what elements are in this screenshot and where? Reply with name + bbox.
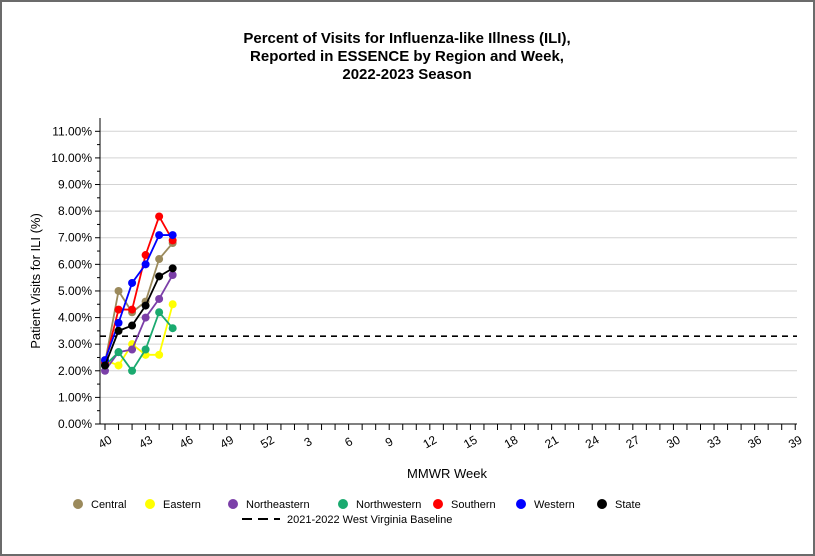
y-tick-label: 5.00% (58, 284, 92, 298)
y-tick-label: 4.00% (58, 311, 92, 325)
y-tick-label: 0.00% (58, 417, 92, 431)
x-tick-label: 30 (664, 432, 683, 451)
data-point[interactable] (128, 345, 137, 354)
legend-marker (516, 499, 526, 509)
data-point[interactable] (168, 300, 177, 309)
x-tick-label: 12 (421, 432, 440, 451)
data-point[interactable] (114, 326, 123, 335)
legend: Central Eastern Northeastern Northwestern So… (73, 499, 641, 526)
data-point[interactable] (114, 286, 123, 295)
y-tick-label: 11.00% (52, 124, 92, 138)
data-point[interactable] (128, 366, 137, 375)
legend-item-southern[interactable]: Southern (433, 499, 496, 511)
data-point[interactable] (128, 305, 137, 314)
y-tick-label: 3.00% (58, 337, 92, 351)
data-point[interactable] (168, 270, 177, 279)
chart-title-line-2: Reported in ESSENCE by Region and Week, (250, 48, 564, 65)
y-tick-label: 7.00% (58, 231, 92, 245)
data-point[interactable] (101, 361, 109, 370)
x-tick-label: 6 (342, 434, 355, 450)
y-tick-label: 9.00% (58, 178, 92, 192)
legend-item-northeastern[interactable]: Northeastern (228, 499, 310, 511)
data-point[interactable] (155, 212, 164, 221)
x-tick-label: 39 (786, 432, 805, 451)
data-point[interactable] (128, 278, 137, 287)
chart-title-line-1: Percent of Visits for Influenza-like Ill… (243, 30, 570, 47)
data-point[interactable] (141, 313, 150, 322)
data-point[interactable] (155, 272, 164, 281)
data-point[interactable] (155, 231, 164, 240)
data-point[interactable] (114, 361, 123, 370)
y-tick-label: 8.00% (58, 204, 92, 218)
data-point[interactable] (114, 348, 123, 357)
legend-marker (73, 499, 83, 509)
data-point[interactable] (155, 350, 164, 359)
data-point[interactable] (141, 301, 150, 310)
x-tick-label: 33 (705, 432, 724, 451)
legend-label: 2021-2022 West Virginia Baseline (287, 514, 452, 526)
data-point[interactable] (155, 255, 164, 264)
legend-marker (145, 499, 155, 509)
legend-label: Northwestern (356, 499, 421, 511)
legend-label: Western (534, 499, 575, 511)
grid-lines (100, 130, 797, 398)
legend-item-baseline[interactable]: 2021-2022 West Virginia Baseline (242, 514, 452, 526)
data-point[interactable] (114, 318, 123, 327)
x-tick-label: 27 (624, 432, 643, 451)
data-point[interactable] (155, 308, 164, 317)
x-tick-label: 15 (461, 432, 480, 451)
legend-item-western[interactable]: Western (516, 499, 575, 511)
y-axis-label: Patient Visits for ILI (%) (28, 213, 43, 349)
x-tick-label: 9 (383, 434, 396, 450)
legend-marker (433, 499, 443, 509)
x-tick-label: 3 (302, 434, 315, 450)
legend-item-northwestern[interactable]: Northwestern (338, 499, 421, 511)
y-tick-label: 10.00% (51, 151, 92, 165)
legend-label: Southern (451, 499, 496, 511)
y-axis: 0.00% 1.00% 2.00% 3.00% 4.00% 5.00% 6.00% 7.00%… (51, 118, 101, 431)
x-tick-label: 52 (258, 432, 277, 451)
legend-label: State (615, 499, 641, 511)
data-point[interactable] (141, 345, 150, 354)
chart-title: Percent of Visits for Influenza-like Ill… (243, 30, 570, 83)
data-point[interactable] (168, 264, 177, 273)
data-point[interactable] (155, 294, 164, 303)
series-line (104, 214, 174, 364)
data-point[interactable] (168, 324, 177, 333)
y-tick-label: 6.00% (58, 257, 92, 271)
legend-item-state[interactable]: State (597, 499, 641, 511)
y-tick-label: 1.00% (58, 390, 92, 404)
series-group (101, 212, 177, 375)
data-point[interactable] (141, 251, 150, 260)
x-axis: 40 43 46 49 52 3 6 9 12 15 18 21 24 27 30 33 36 39 (96, 423, 805, 451)
legend-marker (597, 499, 607, 509)
x-tick-label: 36 (745, 432, 764, 451)
x-tick-label: 24 (583, 432, 602, 451)
x-tick-label: 46 (177, 432, 196, 451)
legend-marker (228, 499, 238, 509)
x-tick-label: 43 (136, 432, 155, 451)
data-point[interactable] (114, 305, 123, 314)
legend-item-central[interactable]: Central (73, 499, 126, 511)
chart-title-line-3: 2022-2023 Season (342, 66, 471, 83)
x-tick-label: 18 (502, 432, 521, 451)
legend-label: Eastern (163, 499, 201, 511)
x-tick-label: 40 (96, 432, 115, 451)
x-axis-label: MMWR Week (407, 466, 487, 481)
data-point[interactable] (168, 231, 177, 240)
series-state (101, 264, 177, 370)
legend-label: Central (91, 499, 126, 511)
data-point[interactable] (128, 321, 137, 330)
y-tick-label: 2.00% (58, 364, 92, 378)
data-point[interactable] (141, 260, 150, 269)
legend-marker (338, 499, 348, 509)
legend-item-eastern[interactable]: Eastern (145, 499, 201, 511)
x-tick-label: 49 (218, 432, 237, 451)
x-tick-label: 21 (542, 432, 561, 451)
legend-label: Northeastern (246, 499, 310, 511)
